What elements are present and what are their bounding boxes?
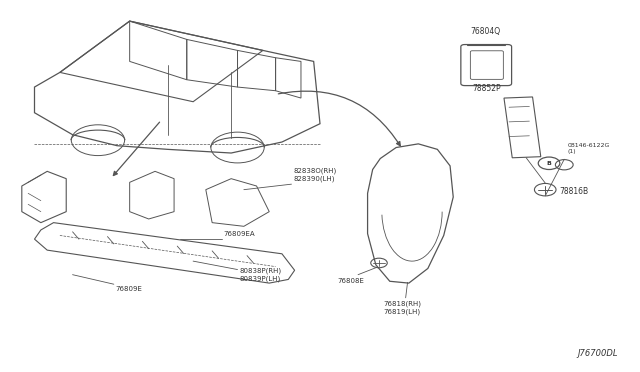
Text: 08146-6122G
(1): 08146-6122G (1) <box>568 142 610 154</box>
Text: B: B <box>547 161 552 166</box>
Text: 80838P(RH)
80839P(LH): 80838P(RH) 80839P(LH) <box>239 267 282 282</box>
Text: J76700DL: J76700DL <box>578 349 618 358</box>
Text: 76809EA: 76809EA <box>223 231 255 237</box>
Text: 78852P: 78852P <box>472 84 501 93</box>
Text: 78816B: 78816B <box>559 187 588 196</box>
Text: 76809E: 76809E <box>116 286 143 292</box>
Text: 76808E: 76808E <box>338 278 365 283</box>
Text: 76818(RH)
76819(LH): 76818(RH) 76819(LH) <box>383 300 422 315</box>
Text: 76804Q: 76804Q <box>470 28 500 36</box>
Text: 82838O(RH)
828390(LH): 82838O(RH) 828390(LH) <box>293 168 337 182</box>
